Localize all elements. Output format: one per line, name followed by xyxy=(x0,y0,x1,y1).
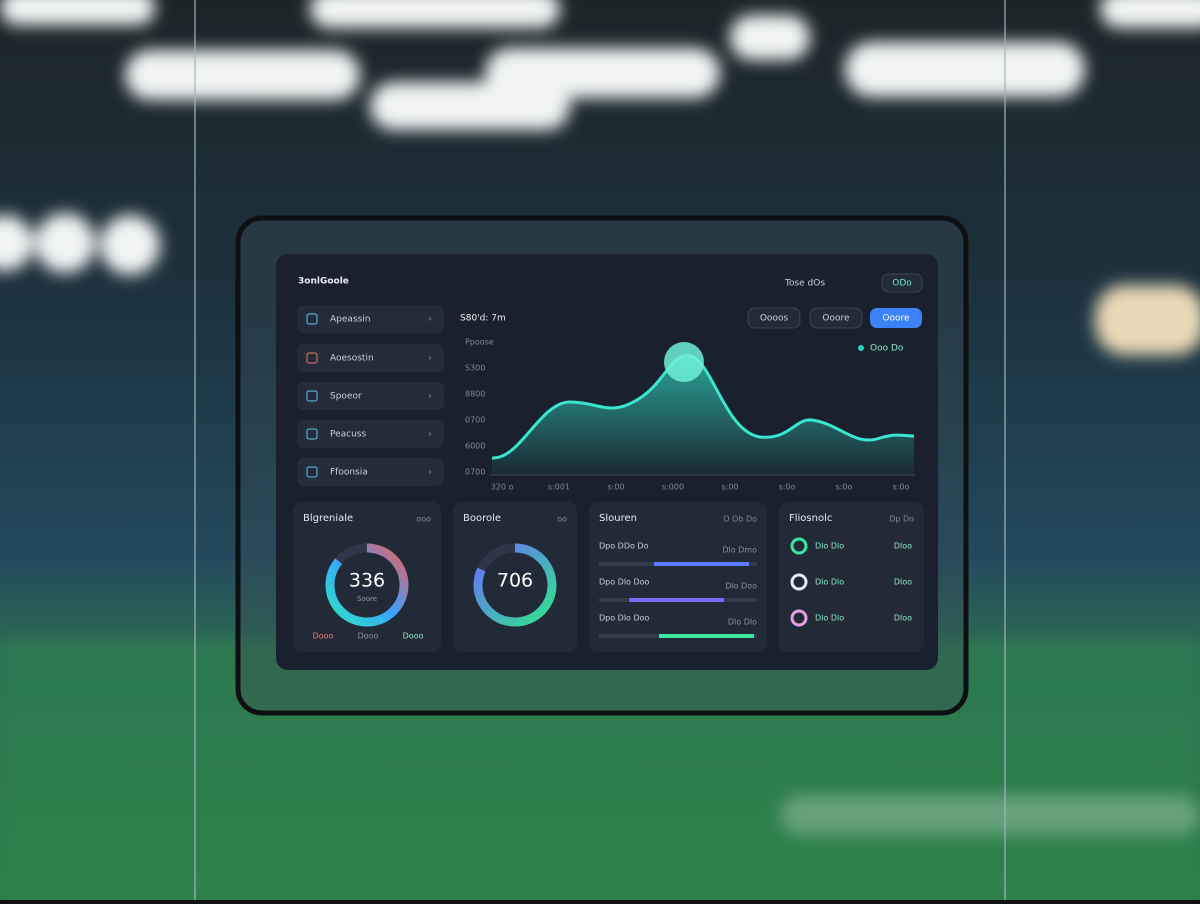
card-foot: Dooo xyxy=(313,632,334,641)
chart-highlight xyxy=(664,342,704,382)
row-label: Dpo Dlo Doo xyxy=(599,614,650,623)
nav-item[interactable] xyxy=(297,420,444,448)
card-meta: Dp Do xyxy=(889,515,914,524)
brand: 3onlGoole xyxy=(298,277,349,287)
gauge-value: 706 xyxy=(497,570,533,592)
row-value: Dloo xyxy=(894,614,912,623)
row-label: Dlo Dlo xyxy=(815,578,844,587)
card xyxy=(293,502,441,652)
row-value: Dlo Doo xyxy=(725,582,757,591)
nav-label[interactable]: Spoeor xyxy=(330,392,362,402)
card-title: Boorole xyxy=(463,513,501,524)
nav-arrow[interactable]: › xyxy=(428,468,432,478)
x-label: s:0o xyxy=(893,483,910,492)
x-label: 320 o xyxy=(491,483,514,492)
y-label: S300 xyxy=(465,364,485,373)
y-label: 0700 xyxy=(465,416,485,425)
row-value: Dloo xyxy=(894,542,912,551)
stadium-lights xyxy=(0,0,1200,355)
nav-label[interactable]: Peacuss xyxy=(330,430,367,440)
card-foot: Dooo xyxy=(403,632,424,641)
nav-icon[interactable] xyxy=(306,428,318,440)
nav-icon[interactable] xyxy=(306,352,318,364)
card-meta: oo xyxy=(557,515,567,524)
x-label: s:000 xyxy=(662,483,684,492)
nav-item[interactable] xyxy=(297,305,444,333)
chart-title: S80'd: 7m xyxy=(460,314,506,324)
card-title: Blgreniale xyxy=(303,513,353,524)
top-button-label[interactable]: ODo xyxy=(892,279,912,289)
nav-arrow[interactable]: › xyxy=(428,315,432,325)
row-value: Dlo Dmo xyxy=(722,546,757,555)
gauge-subtitle: Soore xyxy=(357,595,377,603)
row-value: Dloo xyxy=(894,578,912,587)
card-title: Slouren xyxy=(599,513,637,524)
card-foot: Dooo xyxy=(358,632,379,641)
y-label: Ppoose xyxy=(465,338,494,347)
nav-icon[interactable] xyxy=(306,390,318,402)
row-label: Dlo Dlo xyxy=(815,542,844,551)
status: Tose dOs xyxy=(784,279,825,289)
row-icon xyxy=(790,573,808,591)
field-line xyxy=(780,795,1200,835)
card-meta: ooo xyxy=(416,515,431,524)
row-label: Dpo Dlo Doo xyxy=(599,578,650,587)
nav-item[interactable] xyxy=(297,344,444,372)
card-title: Fliosnolc xyxy=(789,513,832,524)
y-label: 8800 xyxy=(465,390,485,399)
x-label: s:0o xyxy=(779,483,796,492)
field xyxy=(0,640,1200,900)
row-value: Dlo Dlo xyxy=(728,618,757,627)
nav-icon[interactable] xyxy=(306,313,318,325)
filter-button[interactable] xyxy=(747,307,801,329)
filter-label[interactable]: Oooos xyxy=(760,314,789,324)
row-label: Dpo DDo Do xyxy=(599,542,649,551)
filter-button[interactable] xyxy=(870,308,922,328)
nav-arrow[interactable]: › xyxy=(428,354,432,364)
nav-label[interactable]: Ffoonsia xyxy=(330,468,368,478)
x-label: s:001 xyxy=(548,483,570,492)
dynamic-content: Apeassin › Aoesostin › Spoeor › Peacuss › Ffoons… xyxy=(293,305,924,652)
nav-label[interactable]: Apeassin xyxy=(330,315,371,325)
gauge-ring xyxy=(325,543,409,627)
row-icon xyxy=(790,609,808,627)
row-icon xyxy=(790,537,808,555)
x-label: s:00 xyxy=(721,483,738,492)
chart-legend: Ooo Do xyxy=(870,344,904,354)
filter-label[interactable]: Ooore xyxy=(822,314,850,324)
nav-arrow[interactable]: › xyxy=(428,430,432,440)
card xyxy=(453,502,577,652)
nav-label[interactable]: Aoesostin xyxy=(330,354,374,364)
y-label: 6000 xyxy=(465,442,485,451)
card xyxy=(589,502,767,652)
gauge-value: 336 xyxy=(349,570,385,592)
card xyxy=(779,502,924,652)
x-label: s:00 xyxy=(607,483,624,492)
y-label: 0700 xyxy=(465,468,485,477)
nav-item[interactable] xyxy=(297,458,444,486)
card-meta: O Ob Do xyxy=(723,515,757,524)
chart-area xyxy=(492,355,914,475)
nav-icon[interactable] xyxy=(306,466,318,478)
filter-button[interactable] xyxy=(809,307,863,329)
gauge-ring xyxy=(473,543,557,627)
nav-item[interactable] xyxy=(297,382,444,410)
legend-dot xyxy=(858,345,864,351)
filter-label[interactable]: Ooore xyxy=(882,314,910,324)
x-label: s:0o xyxy=(836,483,853,492)
row-label: Dlo Dlo xyxy=(815,614,844,623)
top-button[interactable] xyxy=(881,273,923,293)
chart-line xyxy=(491,354,915,460)
nav-arrow[interactable]: › xyxy=(428,392,432,402)
